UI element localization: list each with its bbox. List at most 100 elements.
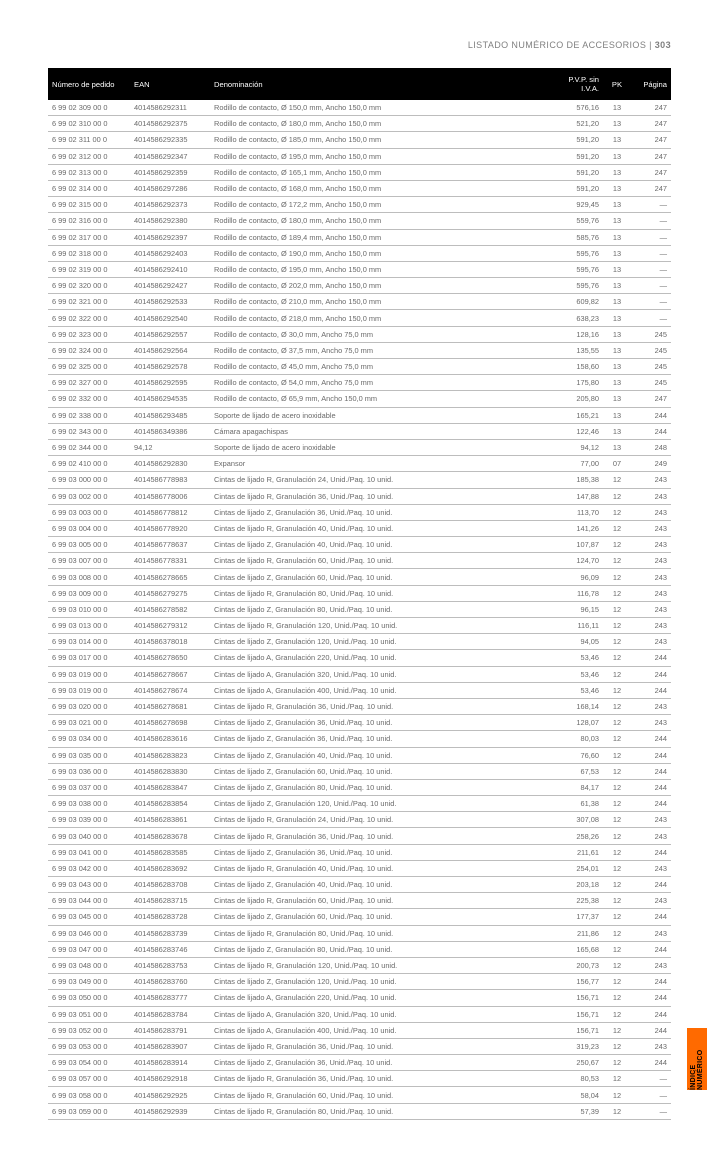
col-desc: Denominación xyxy=(210,68,555,100)
cell-pg: 245 xyxy=(631,359,671,375)
cell-pk: 12 xyxy=(603,666,631,682)
table-row: 6 99 03 004 00 04014586778920Cintas de l… xyxy=(48,520,671,536)
cell-order: 6 99 02 317 00 0 xyxy=(48,229,130,245)
cell-pvp: 122,46 xyxy=(555,423,603,439)
cell-ean: 4014586292410 xyxy=(130,261,210,277)
cell-order: 6 99 03 049 00 0 xyxy=(48,974,130,990)
cell-ean: 4014586297286 xyxy=(130,180,210,196)
cell-pk: 13 xyxy=(603,132,631,148)
cell-ean: 4014586292595 xyxy=(130,375,210,391)
cell-ean: 4014586349386 xyxy=(130,423,210,439)
cell-pg: — xyxy=(631,1103,671,1119)
table-row: 6 99 02 313 00 04014586292359Rodillo de … xyxy=(48,164,671,180)
cell-order: 6 99 03 036 00 0 xyxy=(48,763,130,779)
table-row: 6 99 03 019 00 04014586278667Cintas de l… xyxy=(48,666,671,682)
cell-pk: 12 xyxy=(603,812,631,828)
cell-desc: Cintas de lijado Z, Granulación 60, Unid… xyxy=(210,569,555,585)
table-row: 6 99 03 048 00 04014586283753Cintas de l… xyxy=(48,957,671,973)
cell-pvp: 254,01 xyxy=(555,860,603,876)
cell-ean: 4014586283760 xyxy=(130,974,210,990)
cell-pk: 13 xyxy=(603,213,631,229)
page-number: 303 xyxy=(655,40,671,50)
cell-pk: 12 xyxy=(603,909,631,925)
cell-desc: Cintas de lijado A, Granulación 400, Uni… xyxy=(210,1022,555,1038)
cell-ean: 4014586283616 xyxy=(130,731,210,747)
cell-ean: 4014586279312 xyxy=(130,618,210,634)
cell-pvp: 96,09 xyxy=(555,569,603,585)
cell-pvp: 638,23 xyxy=(555,310,603,326)
cell-pg: 243 xyxy=(631,812,671,828)
cell-pk: 12 xyxy=(603,1103,631,1119)
cell-order: 6 99 03 003 00 0 xyxy=(48,504,130,520)
cell-ean: 4014586283854 xyxy=(130,796,210,812)
cell-pg: — xyxy=(631,278,671,294)
col-order: Número de pedido xyxy=(48,68,130,100)
table-row: 6 99 02 327 00 04014586292595Rodillo de … xyxy=(48,375,671,391)
cell-pg: — xyxy=(631,213,671,229)
cell-pvp: 128,16 xyxy=(555,326,603,342)
cell-pg: 243 xyxy=(631,893,671,909)
cell-pk: 12 xyxy=(603,537,631,553)
cell-ean: 4014586292427 xyxy=(130,278,210,294)
cell-pvp: 96,15 xyxy=(555,601,603,617)
cell-pk: 13 xyxy=(603,148,631,164)
cell-pvp: 591,20 xyxy=(555,132,603,148)
table-row: 6 99 03 000 00 04014586778983Cintas de l… xyxy=(48,472,671,488)
cell-pg: 244 xyxy=(631,990,671,1006)
cell-pg: 244 xyxy=(631,1055,671,1071)
cell-pvp: 67,53 xyxy=(555,763,603,779)
cell-ean: 4014586283692 xyxy=(130,860,210,876)
cell-pk: 12 xyxy=(603,1022,631,1038)
cell-pg: 244 xyxy=(631,796,671,812)
cell-desc: Cintas de lijado R, Granulación 36, Unid… xyxy=(210,488,555,504)
cell-pvp: 156,71 xyxy=(555,990,603,1006)
cell-pvp: 185,38 xyxy=(555,472,603,488)
cell-desc: Rodillo de contacto, Ø 65,9 mm, Ancho 15… xyxy=(210,391,555,407)
table-row: 6 99 03 013 00 04014586279312Cintas de l… xyxy=(48,618,671,634)
cell-order: 6 99 03 059 00 0 xyxy=(48,1103,130,1119)
cell-pg: 247 xyxy=(631,132,671,148)
cell-order: 6 99 03 038 00 0 xyxy=(48,796,130,812)
table-row: 6 99 03 052 00 04014586283791Cintas de l… xyxy=(48,1022,671,1038)
cell-ean: 4014586283715 xyxy=(130,893,210,909)
table-row: 6 99 03 010 00 04014586278582Cintas de l… xyxy=(48,601,671,617)
table-row: 6 99 02 310 00 04014586292375Rodillo de … xyxy=(48,116,671,132)
cell-pk: 13 xyxy=(603,116,631,132)
cell-order: 6 99 02 322 00 0 xyxy=(48,310,130,326)
table-row: 6 99 03 050 00 04014586283777Cintas de l… xyxy=(48,990,671,1006)
cell-pvp: 168,14 xyxy=(555,698,603,714)
cell-pk: 12 xyxy=(603,925,631,941)
cell-pvp: 165,21 xyxy=(555,407,603,423)
cell-order: 6 99 02 316 00 0 xyxy=(48,213,130,229)
cell-pk: 12 xyxy=(603,504,631,520)
cell-desc: Cintas de lijado Z, Granulación 40, Unid… xyxy=(210,537,555,553)
table-row: 6 99 03 057 00 04014586292918Cintas de l… xyxy=(48,1071,671,1087)
cell-desc: Expansor xyxy=(210,456,555,472)
cell-ean: 4014586294535 xyxy=(130,391,210,407)
cell-ean: 4014586283753 xyxy=(130,957,210,973)
cell-ean: 4014586778983 xyxy=(130,472,210,488)
cell-desc: Cintas de lijado R, Granulación 36, Unid… xyxy=(210,1038,555,1054)
table-row: 6 99 03 038 00 04014586283854Cintas de l… xyxy=(48,796,671,812)
cell-pg: 245 xyxy=(631,375,671,391)
cell-desc: Rodillo de contacto, Ø 190,0 mm, Ancho 1… xyxy=(210,245,555,261)
cell-ean: 4014586292375 xyxy=(130,116,210,132)
cell-pk: 12 xyxy=(603,569,631,585)
cell-pvp: 135,55 xyxy=(555,342,603,358)
cell-desc: Rodillo de contacto, Ø 37,5 mm, Ancho 75… xyxy=(210,342,555,358)
table-row: 6 99 03 019 00 04014586278674Cintas de l… xyxy=(48,682,671,698)
cell-ean: 4014586283784 xyxy=(130,1006,210,1022)
cell-pg: 244 xyxy=(631,407,671,423)
col-pvp: P.V.P. sin I.V.A. xyxy=(555,68,603,100)
cell-pvp: 116,78 xyxy=(555,585,603,601)
cell-order: 6 99 02 324 00 0 xyxy=(48,342,130,358)
cell-order: 6 99 03 051 00 0 xyxy=(48,1006,130,1022)
cell-order: 6 99 02 309 00 0 xyxy=(48,100,130,116)
cell-ean: 4014586292380 xyxy=(130,213,210,229)
cell-pg: — xyxy=(631,229,671,245)
cell-order: 6 99 02 410 00 0 xyxy=(48,456,130,472)
cell-pk: 12 xyxy=(603,585,631,601)
cell-pg: 248 xyxy=(631,439,671,455)
cell-desc: Cintas de lijado R, Granulación 36, Unid… xyxy=(210,1071,555,1087)
table-row: 6 99 03 051 00 04014586283784Cintas de l… xyxy=(48,1006,671,1022)
